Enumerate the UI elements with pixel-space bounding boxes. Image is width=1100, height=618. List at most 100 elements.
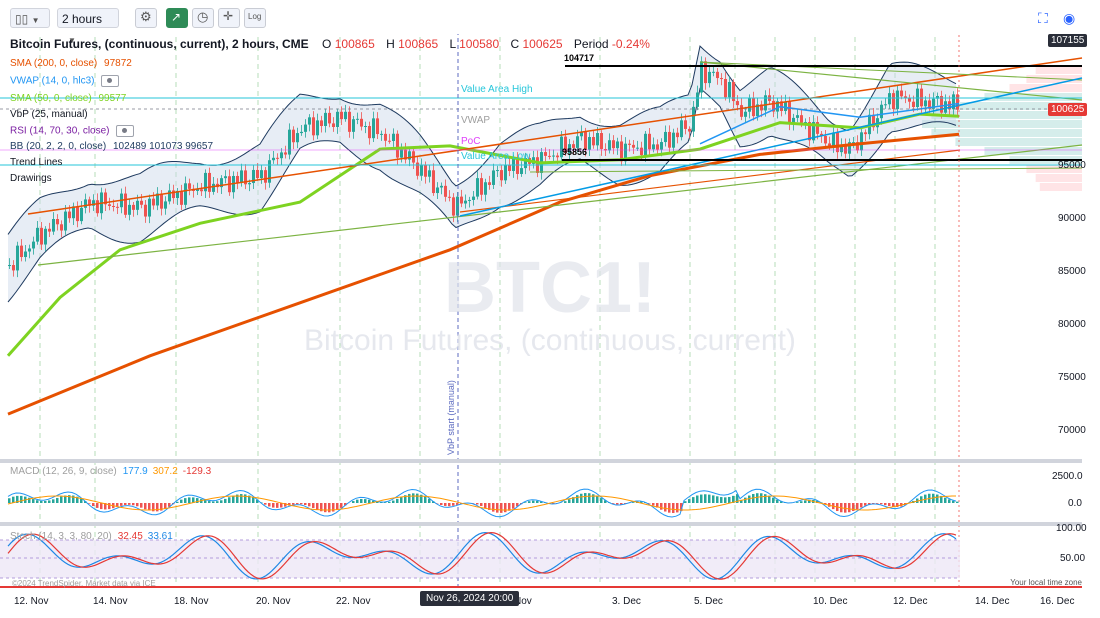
macd-bar xyxy=(444,503,447,506)
copyright-text: ©2024 TrendSpider. Market data via ICE xyxy=(12,579,156,588)
candle-body xyxy=(60,224,63,231)
candle-body xyxy=(800,115,803,123)
candle-body xyxy=(920,88,923,107)
macd-bar xyxy=(724,497,727,503)
candle-body xyxy=(288,129,291,155)
macd-bar xyxy=(660,503,663,510)
drawings-legend[interactable]: Drawings xyxy=(10,173,52,184)
macd-bar xyxy=(632,502,635,503)
gear-icon: ⚙ xyxy=(140,9,152,24)
last-price-tag: 100625 xyxy=(1048,103,1088,116)
candle-body xyxy=(312,117,315,136)
candle-body xyxy=(720,78,723,80)
trend-line-orange-channel-top[interactable] xyxy=(27,57,1083,215)
interval-dropdown[interactable]: 2 hours ▼ xyxy=(57,8,119,45)
macd-bar xyxy=(80,498,83,503)
vwap-line xyxy=(699,102,960,145)
sma200-legend[interactable]: SMA (200, 0, close) 97872 xyxy=(10,58,132,69)
candle-body xyxy=(20,245,23,258)
chevron-down-icon: ▼ xyxy=(68,36,76,45)
candle-body xyxy=(684,120,687,129)
price-pane-separator[interactable] xyxy=(0,459,1082,463)
macd-bar xyxy=(204,500,207,503)
trend-lines-legend[interactable]: Trend Lines xyxy=(10,157,62,168)
time-tick: 10. Dec xyxy=(813,596,848,607)
macd-bar xyxy=(412,493,415,503)
macd-bar xyxy=(512,503,515,509)
candle-body xyxy=(760,104,763,111)
log-scale-button[interactable]: Log xyxy=(244,8,266,28)
candle-body xyxy=(460,196,463,204)
trend-line-blue[interactable] xyxy=(459,77,1083,217)
candle-body xyxy=(268,160,271,183)
symbol-title[interactable]: Bitcoin Futures, (continuous, current), … xyxy=(10,37,309,51)
macd-bar xyxy=(456,503,459,505)
fullscreen-icon[interactable]: ⛶ xyxy=(1038,10,1048,26)
time-tick: 5. Dec xyxy=(694,596,723,607)
candle-body xyxy=(680,120,683,138)
camera-icon[interactable]: ◉ xyxy=(1063,10,1076,26)
indicators-button[interactable]: ↗ xyxy=(166,8,188,28)
candle-body xyxy=(472,196,475,200)
candle-body xyxy=(336,111,339,127)
macd-pane-separator[interactable] xyxy=(0,522,1082,526)
candle-body xyxy=(588,137,591,150)
candle-body xyxy=(116,206,119,208)
clock-button[interactable]: ◷ xyxy=(192,8,214,28)
candle-body xyxy=(252,169,255,184)
time-tick: 22. Nov xyxy=(336,596,371,607)
macd-bar xyxy=(236,494,239,503)
macd-bar xyxy=(776,499,779,503)
price-axis[interactable]: 107155 100625 95000 90000 85000 80000 75… xyxy=(1040,30,1100,590)
trend-line-green-floor[interactable] xyxy=(529,167,1083,173)
sma50-legend[interactable]: SMA (50, 0, close) 99577 xyxy=(10,93,126,104)
candle-body xyxy=(12,265,15,271)
vbp-bar xyxy=(1035,174,1082,182)
sma200-value: 97872 xyxy=(104,58,132,69)
vwap-legend[interactable]: VWAP (14, 0, hlc3) xyxy=(10,75,120,87)
macd-bar xyxy=(956,501,959,503)
macd-bar xyxy=(476,503,479,505)
candle-body xyxy=(276,157,279,159)
settings-gear-button[interactable]: ⚙ xyxy=(135,8,157,28)
drawings-label: Drawings xyxy=(10,173,52,184)
trend-line-green-upper[interactable] xyxy=(699,61,1083,101)
candle-body xyxy=(736,101,739,106)
macd-bar xyxy=(88,503,91,504)
candle-body xyxy=(284,152,287,155)
rsi-legend[interactable]: RSI (14, 70, 30, close) xyxy=(10,125,135,137)
candle-body xyxy=(128,204,131,215)
candle-body xyxy=(924,100,927,107)
candle-body xyxy=(556,155,559,158)
candle-body xyxy=(180,190,183,205)
macd-bar xyxy=(620,503,623,505)
candle-body xyxy=(860,132,863,151)
candle-body xyxy=(92,200,95,206)
candle-body xyxy=(376,118,379,135)
candle-body xyxy=(28,248,31,252)
rsi-legend-label: RSI (14, 70, 30, close) xyxy=(10,125,110,137)
macd-bar xyxy=(364,499,367,503)
eye-icon[interactable] xyxy=(101,75,120,87)
macd-bar xyxy=(96,503,99,508)
macd-bar xyxy=(20,495,23,503)
sma200-label: SMA (200, 0, close) xyxy=(10,58,98,69)
eye-icon[interactable] xyxy=(116,125,135,137)
candle-body xyxy=(880,104,883,119)
macd-bar xyxy=(952,500,955,503)
price-tick: 70000 xyxy=(1058,425,1086,436)
macd-bar xyxy=(760,493,763,503)
candle-body xyxy=(168,190,171,202)
macd-bar xyxy=(320,503,323,512)
bb-legend[interactable]: BB (20, 2, 2, 0, close) 102489 101073 99… xyxy=(10,141,213,152)
macd-bar xyxy=(244,494,247,503)
candle-body xyxy=(748,98,751,112)
candle-body xyxy=(468,199,471,201)
chart-type-dropdown[interactable]: ▯▯ ▼ xyxy=(10,8,50,28)
compare-button[interactable]: ✛ xyxy=(218,8,240,28)
candle-body xyxy=(280,152,283,159)
vbp-legend[interactable]: VbP (25, manual) xyxy=(10,109,88,120)
macd-bar xyxy=(48,500,51,503)
candle-body xyxy=(200,189,203,192)
